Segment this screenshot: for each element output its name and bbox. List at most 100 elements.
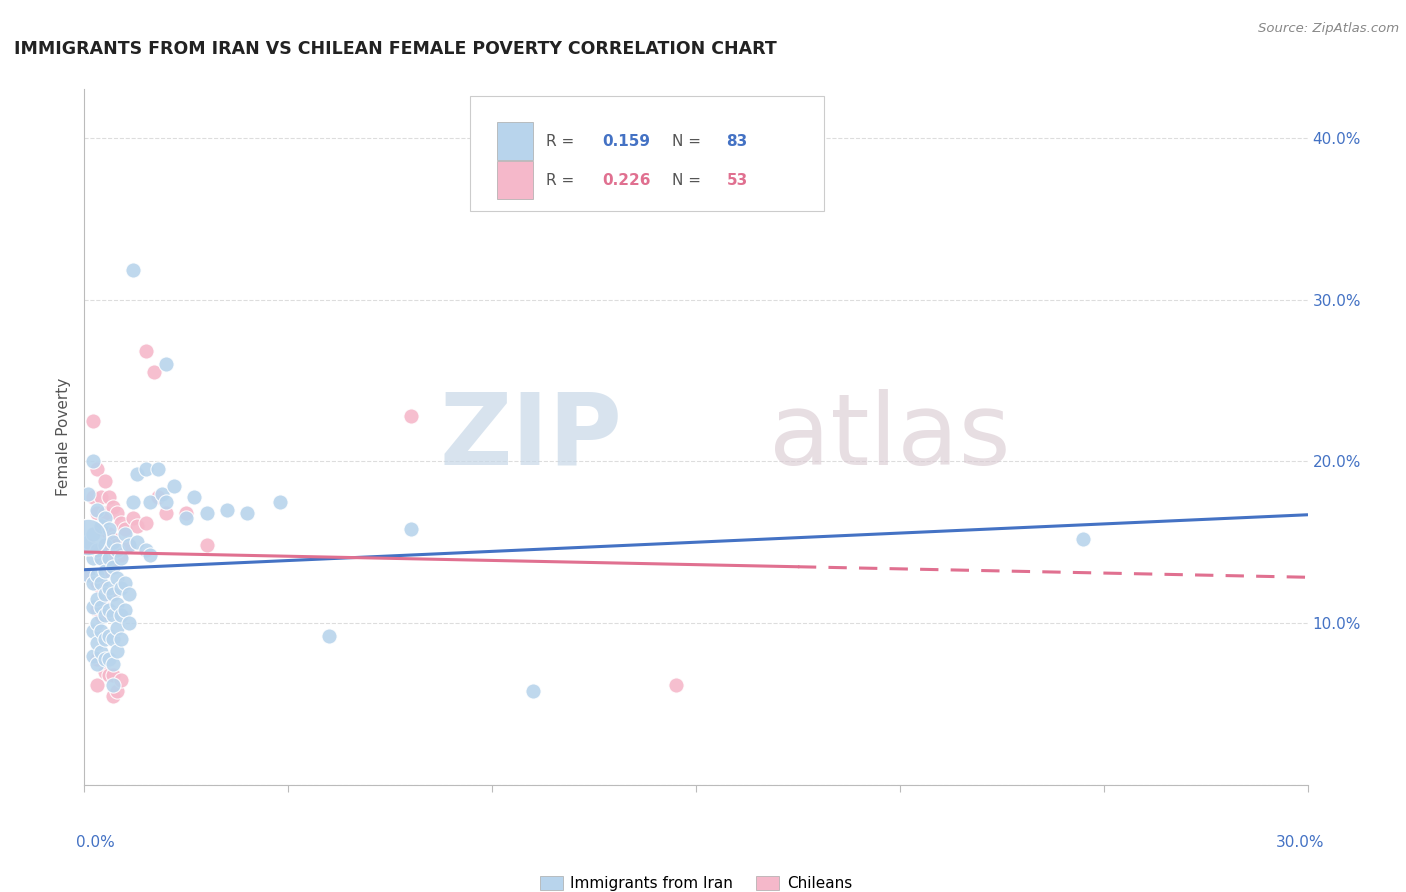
Point xyxy=(97,652,120,666)
Text: 0.226: 0.226 xyxy=(602,173,651,188)
Point xyxy=(399,522,422,536)
Point xyxy=(155,506,177,520)
Point xyxy=(82,624,104,639)
Point xyxy=(105,643,128,657)
Text: N =: N = xyxy=(672,173,706,188)
Point xyxy=(90,608,112,623)
Point xyxy=(82,454,104,468)
Point xyxy=(135,516,157,530)
Text: 0.0%: 0.0% xyxy=(76,836,115,850)
Point xyxy=(93,652,117,666)
Point xyxy=(82,575,104,590)
Point xyxy=(522,684,544,698)
Point xyxy=(127,535,149,549)
Point xyxy=(93,506,117,520)
Point xyxy=(101,657,124,671)
Point xyxy=(97,555,120,569)
Point xyxy=(90,490,112,504)
Text: Source: ZipAtlas.com: Source: ZipAtlas.com xyxy=(1258,22,1399,36)
Point xyxy=(86,543,108,558)
Point xyxy=(86,503,108,517)
Point xyxy=(138,495,160,509)
Point xyxy=(86,652,108,666)
Point xyxy=(97,587,120,601)
Point xyxy=(118,616,141,631)
Point xyxy=(118,539,141,553)
Point xyxy=(101,559,124,574)
Point xyxy=(114,603,136,617)
Point xyxy=(86,591,108,606)
Point xyxy=(90,624,112,639)
Point xyxy=(105,571,128,585)
Text: IMMIGRANTS FROM IRAN VS CHILEAN FEMALE POVERTY CORRELATION CHART: IMMIGRANTS FROM IRAN VS CHILEAN FEMALE P… xyxy=(14,40,776,58)
Point xyxy=(86,616,108,631)
Point xyxy=(90,551,112,566)
Point xyxy=(176,511,198,525)
Point xyxy=(93,511,117,525)
Point xyxy=(93,474,117,488)
Point xyxy=(110,516,132,530)
Point xyxy=(93,632,117,647)
Text: 83: 83 xyxy=(727,134,748,149)
Point xyxy=(105,621,128,635)
Point xyxy=(97,551,120,566)
Point xyxy=(105,597,128,611)
Text: 0.159: 0.159 xyxy=(602,134,650,149)
Point xyxy=(101,689,124,703)
Point xyxy=(77,567,100,582)
Point xyxy=(86,603,108,617)
Point xyxy=(101,632,124,647)
Point xyxy=(101,559,124,574)
Point xyxy=(150,486,173,500)
Point xyxy=(97,603,120,617)
Point xyxy=(269,495,291,509)
Point xyxy=(90,645,112,659)
Y-axis label: Female Poverty: Female Poverty xyxy=(56,378,72,496)
Point xyxy=(93,539,117,553)
Point xyxy=(86,635,108,649)
Point xyxy=(1073,532,1095,546)
Point xyxy=(135,462,157,476)
Point xyxy=(101,500,124,514)
Point xyxy=(114,522,136,536)
Point xyxy=(101,668,124,682)
Point xyxy=(97,581,120,595)
Point xyxy=(122,263,145,277)
Point xyxy=(86,657,108,671)
Point xyxy=(97,522,120,536)
Point xyxy=(93,608,117,623)
Point xyxy=(146,490,169,504)
FancyBboxPatch shape xyxy=(470,96,824,211)
Text: R =: R = xyxy=(546,134,579,149)
Point xyxy=(93,565,117,579)
Text: 30.0%: 30.0% xyxy=(1277,836,1324,850)
Point xyxy=(118,587,141,601)
Point xyxy=(399,409,422,423)
Point xyxy=(97,668,120,682)
Point xyxy=(105,684,128,698)
Text: N =: N = xyxy=(672,134,706,149)
Point xyxy=(77,539,100,553)
Point xyxy=(77,486,100,500)
Point xyxy=(318,629,340,643)
Point xyxy=(90,581,112,595)
Point xyxy=(236,506,259,520)
Point xyxy=(86,462,108,476)
Point xyxy=(86,567,108,582)
Point xyxy=(82,490,104,504)
Point xyxy=(82,599,104,614)
Point xyxy=(146,462,169,476)
Point xyxy=(101,587,124,601)
Point xyxy=(105,543,128,558)
Point xyxy=(105,539,128,553)
Point xyxy=(110,673,132,687)
Text: atlas: atlas xyxy=(769,389,1011,485)
Point xyxy=(101,532,124,546)
Point xyxy=(82,551,104,566)
Point xyxy=(82,527,104,541)
Point xyxy=(101,678,124,692)
Point xyxy=(82,648,104,663)
Point xyxy=(90,575,112,590)
Text: R =: R = xyxy=(546,173,579,188)
Point xyxy=(163,478,186,492)
